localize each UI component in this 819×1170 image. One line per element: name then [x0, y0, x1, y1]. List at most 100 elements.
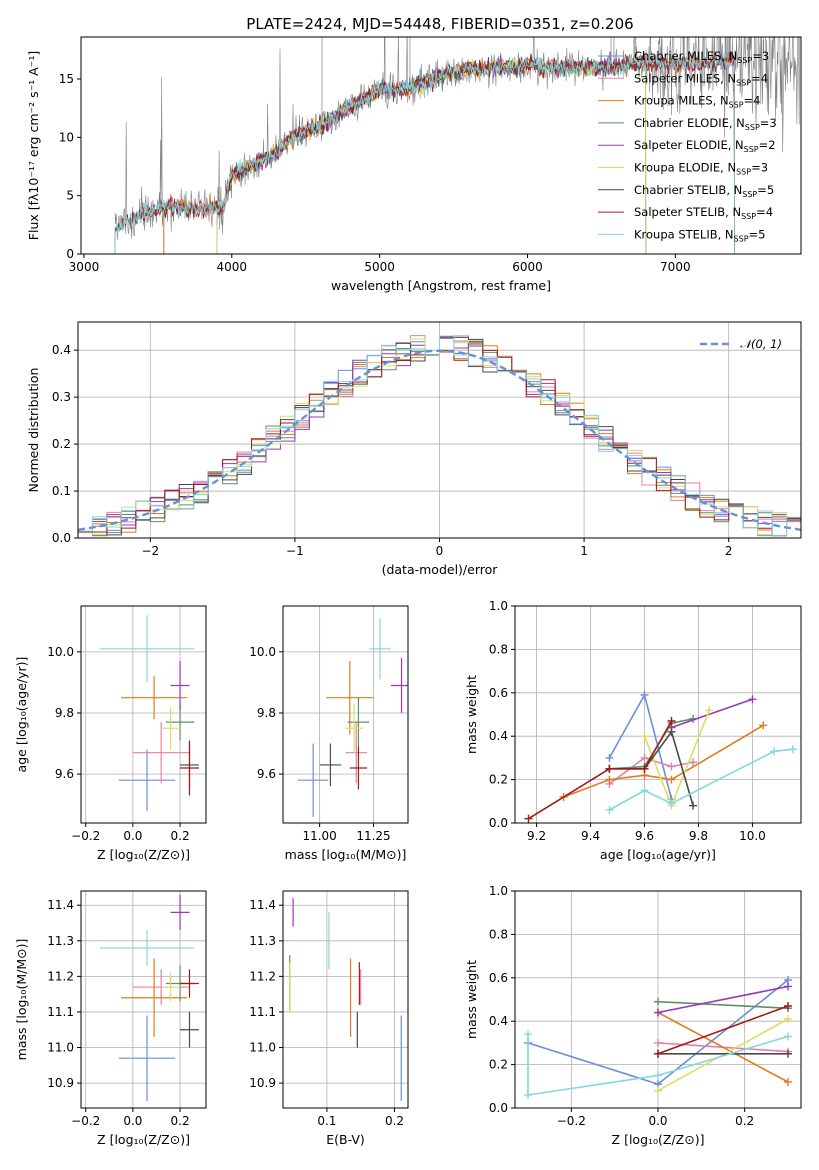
- mass-weight-point: [788, 745, 797, 754]
- mass-weight-point: [784, 1002, 792, 1011]
- panel-spectrum: 3000 4000 5000 6000 7000 0 5 10 15 wavelength [An…: [26, 36, 802, 293]
- plot-area: [78, 335, 801, 537]
- panel-age-metallicity: −0.2 0.0 0.2 9.6 9.8 10.0 Z [log₁₀(Z/Z⊙)] age […: [14, 605, 207, 862]
- mass-weight-point: [524, 814, 533, 823]
- x-tick-label: 0.2: [385, 1114, 404, 1128]
- mass-weight-point: [784, 1049, 792, 1058]
- figure-title: PLATE=2424, MJD=54448, FIBERID=0351, z=0…: [246, 15, 633, 33]
- x-tick-label: −1: [286, 544, 304, 558]
- mass-weight-point: [654, 1049, 662, 1058]
- y-tick-label: 1.0: [489, 884, 508, 898]
- legend-entry: 𝒩(0, 1): [740, 337, 782, 351]
- y-tick-label: 0.6: [489, 686, 508, 700]
- legend-subscript: SSP: [729, 101, 744, 110]
- y-tick-label: 10.0: [249, 645, 276, 659]
- axes-frame: [282, 890, 409, 1109]
- legend-entry: Chabrier ELODIE, NSSP=3: [634, 116, 777, 132]
- legend-nssp-value: =4: [744, 94, 761, 108]
- y-tick-label: 11.1: [47, 1005, 74, 1019]
- mass-weight-series-line: [657, 1018, 789, 1092]
- x-axis-label: E(B-V): [326, 1132, 365, 1147]
- mass-weight-point: [640, 764, 649, 773]
- residual-legend: 𝒩(0, 1): [700, 337, 782, 351]
- y-tick-label: 11.4: [47, 898, 74, 912]
- mass-weight-series-line: [657, 1011, 789, 1083]
- mass-weight-point: [524, 1090, 532, 1099]
- y-axis-label: mass [log₁₀(M/M⊙)]: [14, 939, 29, 1061]
- x-tick-label: 1: [580, 544, 588, 558]
- x-axis-label: Z [log₁₀(Z/Z⊙)]: [97, 847, 190, 862]
- legend-model-name: Kroupa STELIB, N: [634, 227, 734, 241]
- x-axis-label: age [log₁₀(age/yr)]: [600, 847, 716, 862]
- y-tick-label: 11.0: [47, 1041, 74, 1055]
- legend-entry: Salpeter ELODIE, NSSP=2: [634, 138, 776, 154]
- axes-frame: [80, 890, 207, 1109]
- plot-area: [114, 37, 801, 254]
- panel-mass-weight-metallicity: −0.2 0.0 0.2 0.0 0.2 0.4 0.6 0.8 1.0 Z [log₁₀(Z/Z…: [464, 884, 802, 1147]
- panel-age-mass: 11.00 11.25 9.6 9.8 10.0 mass [log₁₀(M/M⊙)]: [249, 605, 409, 862]
- y-tick-label: 11.0: [249, 1041, 276, 1055]
- legend-nssp-value: =3: [760, 116, 777, 130]
- mass-weight-point: [654, 1071, 662, 1080]
- legend-model-name: Chabrier MILES, N: [634, 49, 737, 63]
- y-tick-label: 0.0: [489, 816, 508, 830]
- y-axis-label: age [log₁₀(age/yr)]: [14, 657, 29, 773]
- y-tick-label: 0.2: [52, 437, 71, 451]
- mass-weight-series-line: [527, 1034, 789, 1096]
- panel-mass-weight-age: 9.2 9.4 9.6 9.8 10.0 0.0 0.2 0.4 0.6 0.8 1.0 age [l…: [464, 599, 802, 862]
- legend-subscript: SSP: [744, 145, 759, 154]
- x-tick-label: 11.00: [302, 829, 336, 843]
- legend-entry: Kroupa STELIB, NSSP=5: [634, 227, 765, 243]
- y-tick-label: 9.8: [55, 706, 74, 720]
- panel-residuals: −2 −1 0 1 2 0.0 0.1 0.2 0.3 0.4 (data-model)/error…: [26, 321, 802, 577]
- y-tick-label: 11.3: [47, 934, 74, 948]
- x-tick-label: −0.2: [557, 1114, 586, 1128]
- mass-weight-point: [784, 1032, 792, 1041]
- y-tick-label: 5: [66, 189, 74, 203]
- y-tick-label: 11.2: [47, 969, 74, 983]
- y-tick-label: 1.0: [489, 599, 508, 613]
- plot-area: [524, 975, 792, 1099]
- y-tick-label: 0.8: [489, 642, 508, 656]
- mass-weight-series-line: [657, 1005, 789, 1055]
- legend-subscript: SSP: [734, 234, 749, 243]
- legend-nssp-value: =5: [749, 227, 766, 241]
- y-tick-label: 10.0: [47, 645, 74, 659]
- x-axis-label: wavelength [Angstrom, rest frame]: [331, 278, 551, 293]
- mass-weight-point: [759, 721, 768, 730]
- residual-histogram-step: [78, 335, 801, 536]
- mass-weight-point: [770, 747, 779, 756]
- x-axis-label: Z [log₁₀(Z/Z⊙)]: [97, 1132, 190, 1147]
- mass-weight-point: [640, 786, 649, 795]
- mass-weight-series-line: [608, 757, 694, 785]
- x-tick-label: 11.25: [356, 829, 390, 843]
- axes-frame: [80, 605, 207, 824]
- y-tick-label: 0.2: [489, 773, 508, 787]
- mass-weight-point: [640, 732, 649, 741]
- x-tick-label: 9.2: [527, 829, 546, 843]
- legend-subscript: SSP: [736, 168, 751, 177]
- legend-entry: Salpeter MILES, NSSP=4: [634, 71, 768, 87]
- legend-model-name: Salpeter MILES, N: [634, 71, 736, 85]
- y-tick-label: 0.3: [52, 390, 71, 404]
- mass-weight-point: [784, 982, 792, 991]
- legend-entry: Kroupa ELODIE, NSSP=3: [634, 161, 768, 177]
- y-tick-label: 0.0: [52, 531, 71, 545]
- x-tick-label: −0.2: [71, 829, 100, 843]
- x-axis-label: mass [log₁₀(M/M⊙)]: [285, 847, 407, 862]
- mass-weight-point: [654, 1038, 662, 1047]
- y-tick-label: 0.2: [489, 1058, 508, 1072]
- x-tick-label: 9.4: [581, 829, 600, 843]
- legend-nssp-value: =4: [751, 71, 768, 85]
- mass-weight-point: [667, 717, 676, 726]
- model-spectrum-line: [114, 51, 735, 254]
- x-tick-label: 0.0: [123, 829, 142, 843]
- axes-frame: [282, 605, 409, 824]
- mass-weight-point: [689, 758, 698, 767]
- x-tick-label: 0.0: [648, 1114, 667, 1128]
- legend-model-name: Chabrier STELIB, N: [634, 183, 742, 197]
- mass-weight-point: [667, 799, 676, 808]
- mass-weight-series-line: [528, 720, 673, 820]
- x-tick-label: 6000: [512, 260, 543, 274]
